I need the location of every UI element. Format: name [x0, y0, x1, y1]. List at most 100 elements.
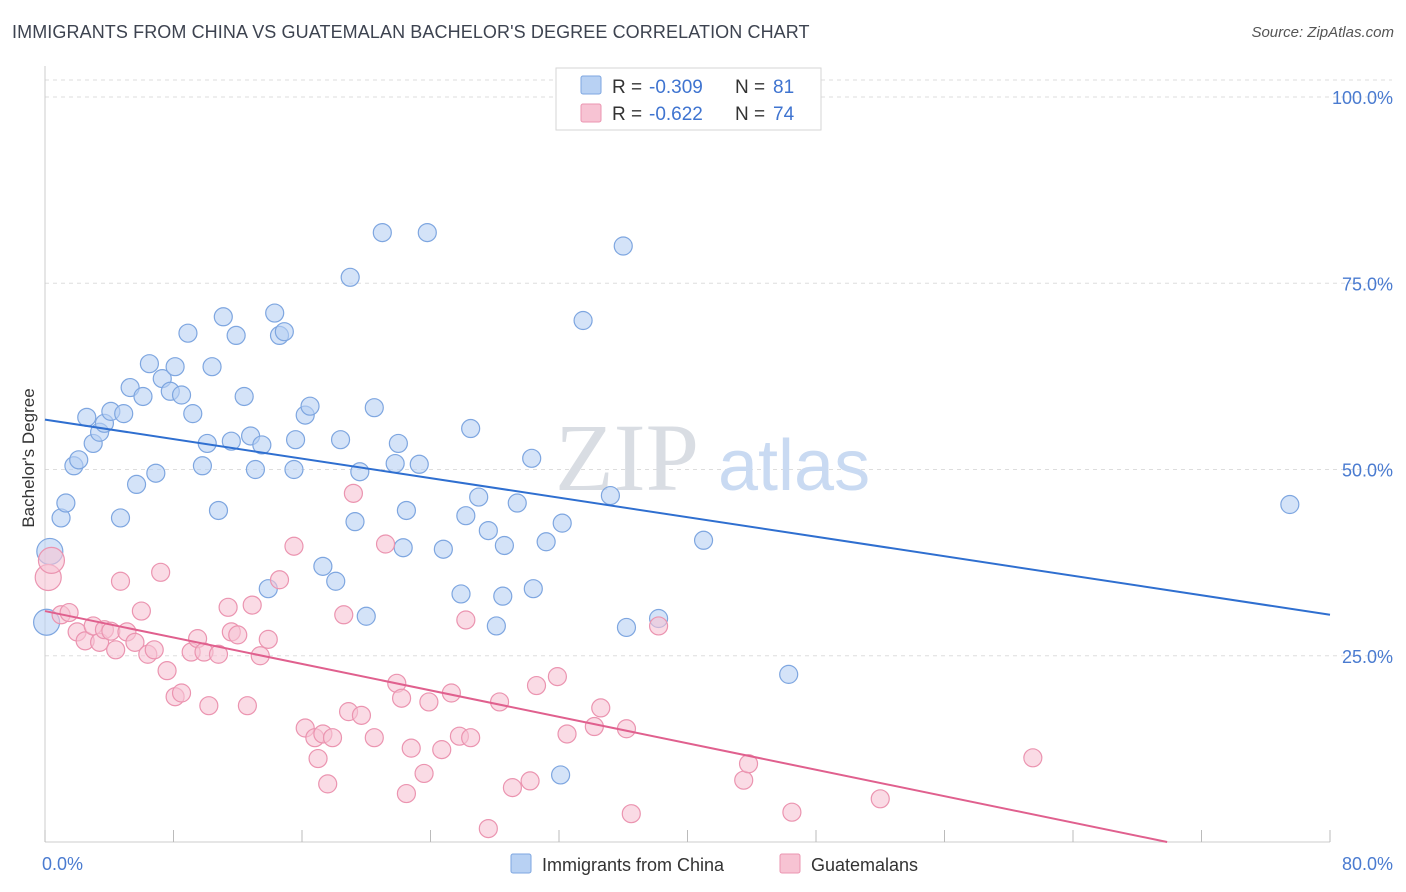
bottom-legend-swatch-guatemalans [779, 853, 801, 874]
guatemalan-point [414, 763, 434, 784]
bottom-legend-label-guatemalans: Guatemalans [811, 855, 918, 875]
china-point [469, 487, 489, 507]
guatemalan-point [419, 692, 439, 712]
china-point [385, 453, 405, 474]
guatemalan-point [157, 661, 177, 681]
guatemalan-point [125, 632, 145, 652]
guatemalan-point [738, 754, 759, 774]
legend-r-value-guatemalans: -0.622 [649, 104, 703, 125]
china-point [56, 493, 76, 513]
china-point [573, 310, 593, 331]
china-point [126, 474, 147, 494]
guatemalan-point [151, 562, 171, 582]
china-point [313, 556, 333, 576]
guatemalan-point [489, 692, 510, 712]
china-point [409, 454, 429, 474]
china-point [69, 450, 89, 470]
china-point [494, 535, 514, 556]
guatemalan-point [131, 601, 151, 621]
guatemalan-point [584, 716, 604, 737]
guatemalan-point [334, 605, 354, 625]
x-tick-label-max: 80.0% [1342, 854, 1393, 874]
guatemalan-point [375, 534, 396, 554]
guatemalan-trend-line [44, 610, 1168, 843]
china-point [234, 386, 254, 407]
china-point [252, 435, 272, 455]
china-point [433, 539, 453, 559]
china-point [456, 506, 476, 526]
china-point [1280, 494, 1300, 515]
china-point [486, 616, 506, 636]
legend-swatch-china [580, 75, 602, 95]
china-point [114, 404, 134, 424]
china-point [364, 398, 384, 418]
china-point [265, 303, 285, 323]
china-point [110, 508, 131, 528]
guatemalan-point [171, 683, 192, 703]
chart-title: IMMIGRANTS FROM CHINA VS GUATEMALAN BACH… [12, 22, 810, 42]
china-point [507, 493, 527, 513]
guatemalan-point [37, 546, 66, 574]
china-point [192, 456, 213, 476]
china-point [552, 513, 572, 533]
legend-r-value-china: -0.309 [649, 77, 703, 98]
legend-n-label-china: N = [735, 77, 765, 98]
china-point [326, 571, 346, 591]
guatemalan-point [242, 595, 262, 615]
china-point [226, 325, 246, 345]
china-point [451, 584, 471, 604]
china-point [165, 357, 185, 377]
china-point [523, 579, 543, 599]
guatemalan-point [478, 818, 498, 839]
china-point [600, 485, 621, 506]
china-point [178, 323, 198, 343]
china-point [345, 512, 365, 532]
guatemalan-point [218, 597, 238, 617]
china-point [300, 396, 320, 416]
china-point [388, 433, 408, 454]
guatemalan-point [401, 738, 421, 758]
guatemalan-point [547, 667, 567, 687]
china-point [171, 385, 192, 405]
legend-n-label-guatemalans: N = [735, 104, 765, 125]
x-tick-label-min: 0.0% [42, 854, 83, 874]
china-point [330, 430, 351, 450]
china-point [616, 617, 637, 638]
china-point [213, 307, 233, 327]
china-point [133, 386, 153, 407]
guatemalan-point [59, 602, 79, 623]
guatemalan-point [343, 483, 363, 503]
bottom-legend-label-china: Immigrants from China [542, 855, 725, 875]
guatemalan-point [502, 778, 523, 798]
guatemalan-point [284, 536, 304, 556]
guatemalan-point [396, 783, 417, 804]
china-point [393, 538, 413, 558]
china-point [183, 404, 203, 424]
guatemalan-point [318, 774, 338, 794]
china-point [285, 430, 306, 450]
guatemalan-point [461, 728, 481, 748]
guatemalan-point [557, 724, 577, 744]
legend-n-value-china: 81 [773, 77, 794, 98]
y-tick-label: 75.0% [1342, 274, 1393, 294]
guatemalan-point [258, 629, 278, 649]
bottom-legend-swatch-china [510, 853, 532, 874]
guatemalan-point [870, 789, 890, 809]
guatemalan-point [208, 644, 229, 664]
china-point [340, 267, 360, 287]
guatemalan-point [432, 740, 452, 760]
china-point [284, 459, 304, 480]
china-point [356, 606, 376, 626]
china-point [372, 222, 392, 243]
guatemalan-point [269, 570, 290, 590]
watermark-zip: ZIP [555, 404, 699, 511]
china-point [274, 322, 294, 342]
china-point [350, 462, 370, 482]
guatemalan-point [782, 802, 802, 822]
guatemalan-point [308, 748, 328, 769]
china-point [208, 500, 229, 521]
watermark-atlas: atlas [718, 426, 870, 506]
guatemalan-point [591, 698, 611, 718]
legend-r-label-china: R = [612, 77, 642, 98]
